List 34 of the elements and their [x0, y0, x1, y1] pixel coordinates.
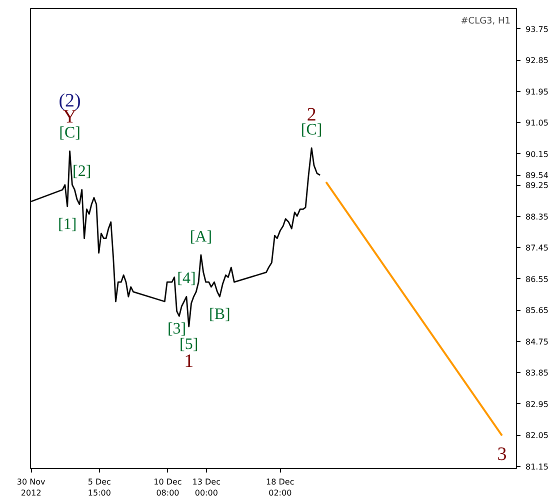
text: #CLG3, H1	[460, 16, 511, 26]
y-tick-label: 92.85	[526, 56, 548, 66]
annotation: [1]	[58, 216, 77, 233]
x-tick-label: 10 Dec 08:00	[154, 478, 182, 498]
x-tick-label: 13 Dec 00:00	[192, 478, 221, 498]
y-tick-label: 85.65	[526, 306, 548, 316]
annotation: 1	[184, 351, 194, 372]
annotation: [B]	[209, 306, 230, 324]
y-tick-label: 91.95	[526, 87, 548, 96]
y-tick-label: 84.75	[526, 337, 548, 346]
y-tick-label: 82.95	[526, 400, 548, 409]
x-tick-label: 30 Nov 2012	[16, 478, 46, 498]
annotation: (2)	[58, 90, 81, 112]
y-tick-label: 82.05	[526, 431, 548, 440]
y-tick-label: 89.54	[526, 171, 548, 180]
y-tick-label: 88.35	[526, 212, 548, 222]
annotation: [3]	[167, 320, 186, 338]
y-tick-label: 86.55	[526, 274, 548, 284]
y-tick-label: 81.15	[526, 462, 548, 472]
annotation: [2]	[72, 163, 92, 180]
y-tick-label: 83.85	[526, 368, 548, 378]
annotation: [5]	[180, 336, 198, 354]
annotation: [A]	[190, 228, 212, 246]
annotation: [C]	[300, 122, 322, 139]
y-tick-label: 91.05	[526, 118, 548, 128]
y-tick-label: 89.25	[526, 181, 548, 190]
x-tick-label: 18 Dec 02:00	[266, 478, 294, 498]
x-tick-label: 5 Dec 15:00	[88, 478, 111, 498]
y-tick-label: 90.15	[526, 150, 548, 159]
y-tick-label: 93.75	[526, 24, 548, 34]
y-tick-label: 87.45	[526, 244, 548, 253]
annotation: 3	[497, 444, 507, 466]
annotation: [4]	[177, 270, 196, 288]
annotation: [C]	[59, 124, 80, 142]
